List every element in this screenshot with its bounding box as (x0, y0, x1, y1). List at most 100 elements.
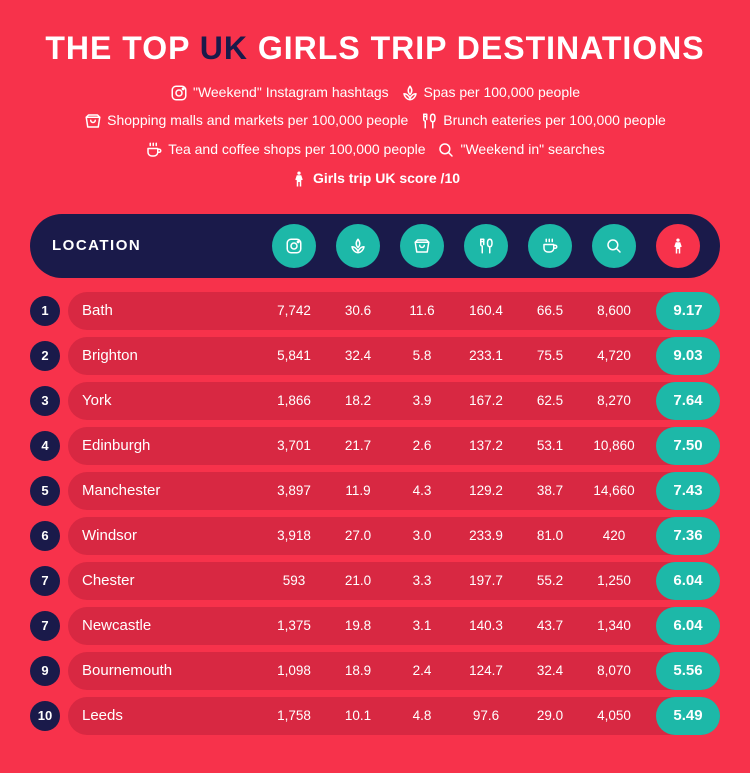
value-cell: 1,250 (592, 573, 636, 588)
value-cell: 8,600 (592, 303, 636, 318)
value-cell: 8,070 (592, 663, 636, 678)
score-pill: 7.50 (656, 427, 720, 465)
score-pill: 5.49 (656, 697, 720, 735)
value-cell: 233.9 (464, 528, 508, 543)
value-cell: 1,758 (272, 708, 316, 723)
row-values: 3,89711.94.3129.238.714,6607.43 (210, 472, 720, 510)
location-name: Bournemouth (82, 662, 210, 679)
score-pill: 9.03 (656, 337, 720, 375)
row-values: 5,84132.45.8233.175.54,7209.03 (210, 337, 720, 375)
score-pill: 6.04 (656, 562, 720, 600)
legend-item-brunch: Brunch eateries per 100,000 people (420, 109, 666, 133)
value-cell: 4,050 (592, 708, 636, 723)
value-cell: 140.3 (464, 618, 508, 633)
location-name: Windsor (82, 527, 210, 544)
rank-badge: 4 (30, 431, 60, 461)
rank-badge: 7 (30, 566, 60, 596)
page-title: THE TOP UK GIRLS TRIP DESTINATIONS (45, 30, 704, 67)
row-body: Windsor3,91827.03.0233.981.04207.36 (68, 517, 720, 555)
value-cell: 27.0 (336, 528, 380, 543)
row-values: 1,37519.83.1140.343.71,3406.04 (210, 607, 720, 645)
legend-item-shopping: Shopping malls and markets per 100,000 p… (84, 109, 408, 133)
value-cell: 21.7 (336, 438, 380, 453)
value-cell: 3,897 (272, 483, 316, 498)
value-cell: 3.9 (400, 393, 444, 408)
value-cell: 233.1 (464, 348, 508, 363)
title-accent: UK (200, 30, 248, 66)
value-cell: 4.3 (400, 483, 444, 498)
legend-item-person: Girls trip UK score /10 (290, 167, 460, 191)
location-name: Brighton (82, 347, 210, 364)
row-body: Manchester3,89711.94.3129.238.714,6607.4… (68, 472, 720, 510)
value-cell: 2.6 (400, 438, 444, 453)
row-body: Bath7,74230.611.6160.466.58,6009.17 (68, 292, 720, 330)
value-cell: 420 (592, 528, 636, 543)
row-body: Bournemouth1,09818.92.4124.732.48,0705.5… (68, 652, 720, 690)
value-cell: 10.1 (336, 708, 380, 723)
table-row: 9Bournemouth1,09818.92.4124.732.48,0705.… (30, 652, 720, 690)
search-icon (592, 224, 636, 268)
value-cell: 10,860 (592, 438, 636, 453)
row-values: 3,91827.03.0233.981.04207.36 (210, 517, 720, 555)
value-cell: 4.8 (400, 708, 444, 723)
rank-badge: 3 (30, 386, 60, 416)
score-pill: 7.43 (656, 472, 720, 510)
row-values: 7,74230.611.6160.466.58,6009.17 (210, 292, 720, 330)
location-name: Edinburgh (82, 437, 210, 454)
table-row: 7Chester59321.03.3197.755.21,2506.04 (30, 562, 720, 600)
value-cell: 7,742 (272, 303, 316, 318)
rank-badge: 6 (30, 521, 60, 551)
row-values: 1,09818.92.4124.732.48,0705.56 (210, 652, 720, 690)
table-row: 10Leeds1,75810.14.897.629.04,0505.49 (30, 697, 720, 735)
value-cell: 11.6 (400, 303, 444, 318)
score-pill: 6.04 (656, 607, 720, 645)
value-cell: 18.9 (336, 663, 380, 678)
row-body: Leeds1,75810.14.897.629.04,0505.49 (68, 697, 720, 735)
location-name: Chester (82, 572, 210, 589)
table-row: 5 Manchester3,89711.94.3129.238.714,6607.… (30, 472, 720, 510)
location-name: Newcastle (82, 617, 210, 634)
value-cell: 167.2 (464, 393, 508, 408)
title-post: GIRLS TRIP DESTINATIONS (248, 30, 705, 66)
legend-label: Spas per 100,000 people (424, 81, 580, 105)
value-cell: 3.3 (400, 573, 444, 588)
value-cell: 4,720 (592, 348, 636, 363)
legend: "Weekend" Instagram hashtags Spas per 10… (55, 81, 695, 196)
value-cell: 1,866 (272, 393, 316, 408)
value-cell: 43.7 (528, 618, 572, 633)
header-location-label: LOCATION (52, 237, 218, 254)
legend-label: Shopping malls and markets per 100,000 p… (107, 109, 408, 133)
score-pill: 5.56 (656, 652, 720, 690)
table-row: 4Edinburgh3,70121.72.6137.253.110,8607.5… (30, 427, 720, 465)
table-row: 3York1,86618.23.9167.262.58,2707.64 (30, 382, 720, 420)
value-cell: 2.4 (400, 663, 444, 678)
legend-item-spa: Spas per 100,000 people (401, 81, 580, 105)
value-cell: 75.5 (528, 348, 572, 363)
value-cell: 66.5 (528, 303, 572, 318)
row-values: 3,70121.72.6137.253.110,8607.50 (210, 427, 720, 465)
value-cell: 32.4 (528, 663, 572, 678)
score-pill: 7.36 (656, 517, 720, 555)
table-row: 7Newcastle1,37519.83.1140.343.71,3406.04 (30, 607, 720, 645)
rank-badge: 2 (30, 341, 60, 371)
row-body: Edinburgh3,70121.72.6137.253.110,8607.50 (68, 427, 720, 465)
value-cell: 29.0 (528, 708, 572, 723)
person-icon (656, 224, 700, 268)
value-cell: 5.8 (400, 348, 444, 363)
score-pill: 7.64 (656, 382, 720, 420)
legend-item-tea: Tea and coffee shops per 100,000 people (145, 138, 425, 162)
value-cell: 30.6 (336, 303, 380, 318)
location-name: Manchester (82, 482, 210, 499)
location-name: Bath (82, 302, 210, 319)
row-values: 59321.03.3197.755.21,2506.04 (210, 562, 720, 600)
value-cell: 3.1 (400, 618, 444, 633)
table-row: 1Bath7,74230.611.6160.466.58,6009.17 (30, 292, 720, 330)
header-icons (218, 224, 710, 268)
location-name: York (82, 392, 210, 409)
rank-badge: 5 (30, 476, 60, 506)
value-cell: 3,701 (272, 438, 316, 453)
value-cell: 8,270 (592, 393, 636, 408)
value-cell: 97.6 (464, 708, 508, 723)
value-cell: 137.2 (464, 438, 508, 453)
rank-badge: 1 (30, 296, 60, 326)
